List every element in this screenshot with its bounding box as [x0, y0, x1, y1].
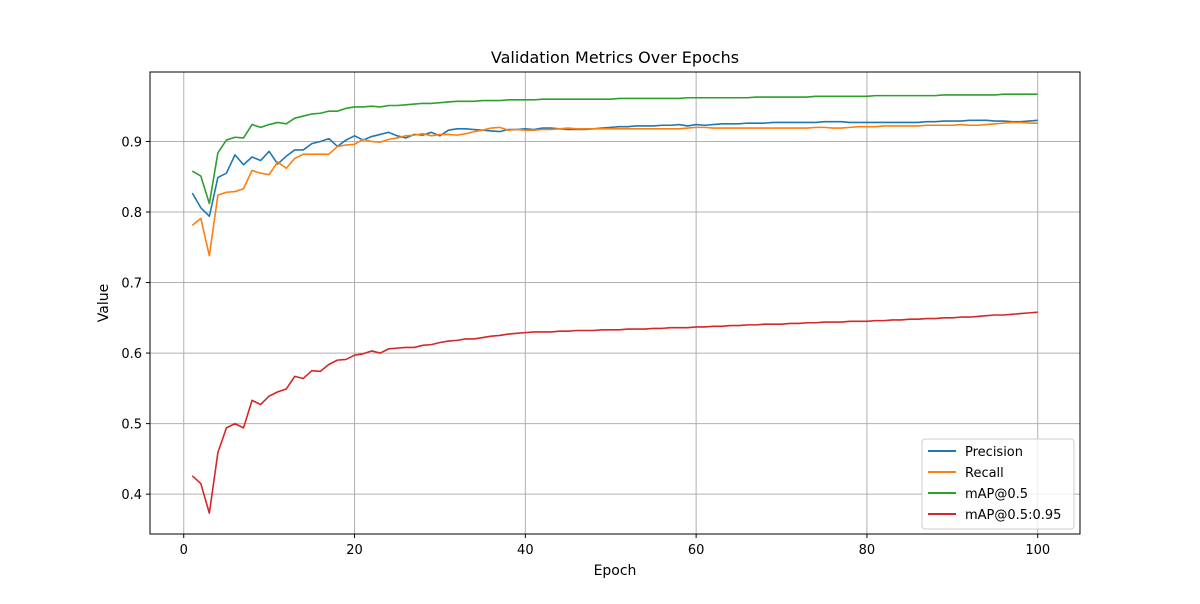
- y-axis-label: Value: [96, 284, 112, 322]
- legend-label: mAP@0.5:0.95: [965, 508, 1061, 523]
- y-tick-label: 0.8: [121, 206, 142, 221]
- legend: Precision Recall mAP@0.5 mAP@0.5:0.95: [921, 438, 1075, 530]
- series-line-map-0-5-0-95: [191, 311, 1038, 514]
- y-tick-label: 0.9: [121, 135, 142, 150]
- chart-title: Validation Metrics Over Epochs: [491, 48, 739, 67]
- y-tick-label: 0.6: [121, 347, 142, 362]
- x-tick-label: 60: [688, 543, 705, 558]
- y-tick-label: 0.7: [121, 277, 142, 292]
- axis-ticks: 0 20 40 60 80 100 0.4 0.5 0.6 0.7 0.8 0.9: [121, 135, 1050, 558]
- plot-frame: [149, 71, 1081, 535]
- x-tick-label: 80: [859, 543, 876, 558]
- legend-label: Precision: [965, 445, 1023, 460]
- y-tick-label: 0.5: [121, 418, 142, 433]
- legend-box: [921, 438, 1075, 530]
- legend-label: Recall: [965, 466, 1004, 481]
- y-tick-label: 0.4: [121, 488, 142, 503]
- series-line-recall: [191, 121, 1038, 257]
- x-tick-label: 100: [1025, 543, 1050, 558]
- series-line-precision: [191, 119, 1038, 218]
- x-axis-label: Epoch: [594, 563, 637, 579]
- x-tick-label: 20: [346, 543, 363, 558]
- legend-label: mAP@0.5: [965, 487, 1028, 502]
- series-line-map-0-5: [191, 93, 1038, 205]
- x-tick-label: 40: [517, 543, 534, 558]
- series-lines: [191, 93, 1038, 514]
- x-tick-label: 0: [180, 543, 188, 558]
